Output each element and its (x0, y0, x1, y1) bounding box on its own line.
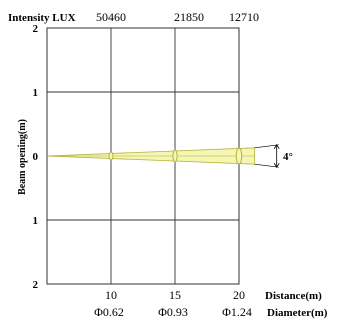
arrow-head-top (273, 144, 280, 150)
y-axis-label: Beam opening(m) (17, 119, 28, 195)
intensity-value: 50460 (96, 10, 126, 24)
x-axis: 10 15 20 (105, 288, 245, 302)
y-tick-label: 1 (33, 215, 39, 227)
arrow-head-bottom (273, 162, 280, 168)
diameter-value: Φ1.24 (222, 305, 252, 319)
intensity-label: Intensity LUX (8, 12, 76, 24)
beam-cone (46, 147, 256, 165)
beam-angle-marker (254, 144, 280, 168)
y-axis: 2 1 0 1 2 (33, 23, 39, 291)
diameter-label: Diameter(m) (267, 307, 328, 319)
beam-cross-section (108, 151, 114, 161)
x-axis-label: Distance(m) (265, 290, 322, 302)
y-tick-label: 2 (33, 23, 39, 35)
beam-angle-label: 4° (283, 151, 293, 163)
diameter-values: Φ0.62 Φ0.93 Φ1.24 (94, 305, 252, 319)
beam-cross-section (172, 149, 178, 163)
diameter-value: Φ0.62 (94, 305, 124, 319)
angle-line-bottom (254, 163, 279, 168)
diameter-value: Φ0.93 (158, 305, 188, 319)
intensity-value: 21850 (174, 10, 204, 24)
intensity-value: 12710 (229, 10, 259, 24)
x-tick-label: 20 (233, 288, 245, 302)
x-tick-label: 15 (169, 288, 181, 302)
x-tick-label: 10 (105, 288, 117, 302)
y-tick-label: 2 (33, 279, 39, 291)
angle-line-top (254, 144, 279, 149)
y-tick-label: 1 (33, 87, 39, 99)
beam-cross-section (235, 147, 243, 165)
intensity-values: 50460 21850 12710 (96, 10, 259, 24)
y-tick-label: 0 (33, 151, 39, 163)
